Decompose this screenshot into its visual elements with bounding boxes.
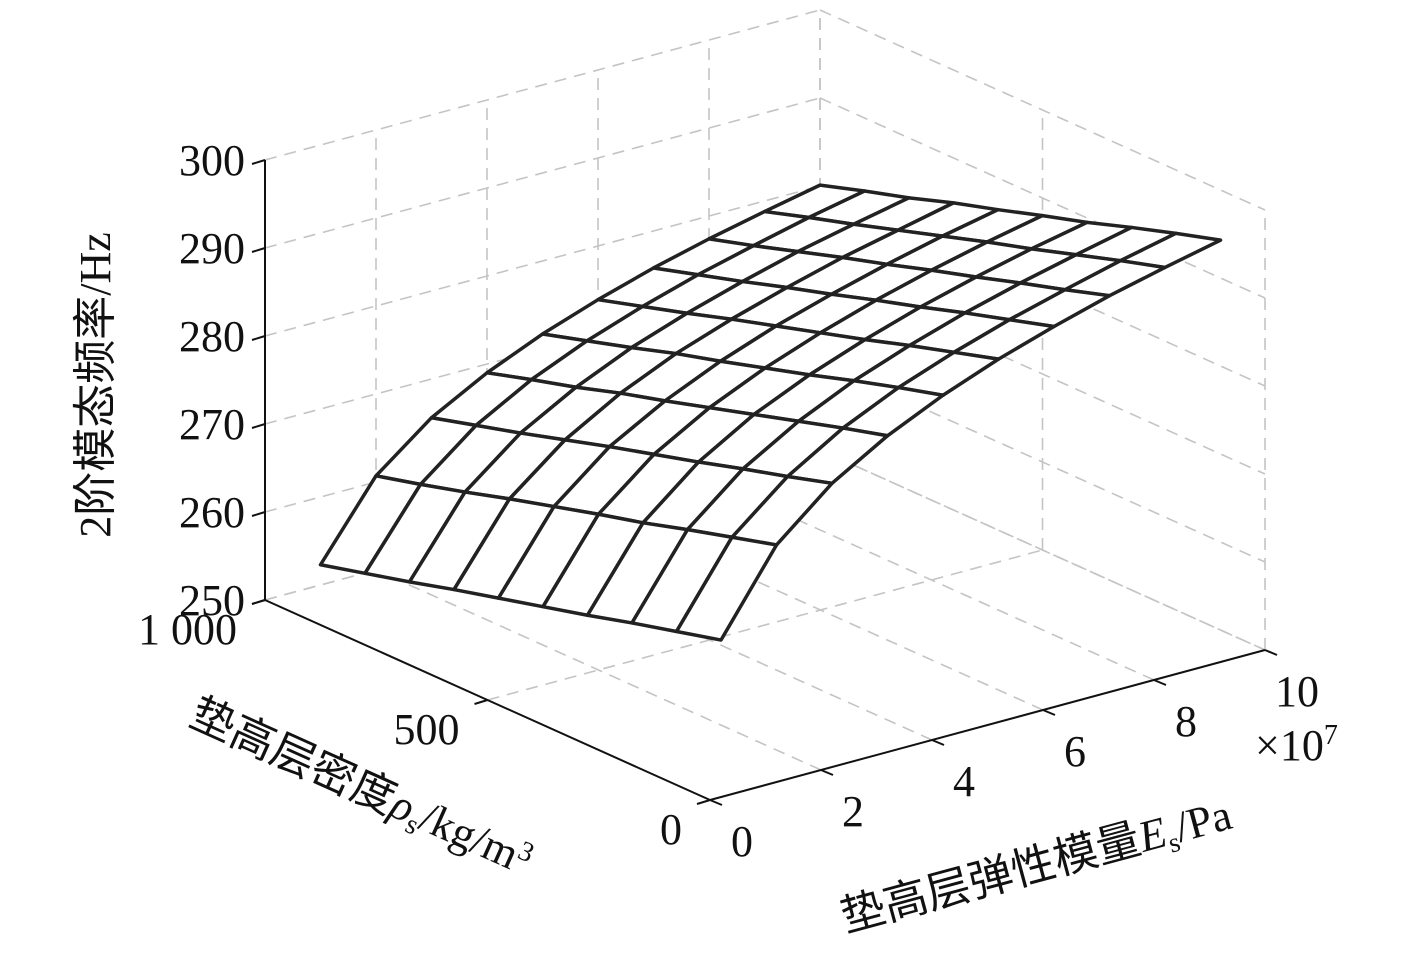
tick-mark bbox=[1153, 679, 1167, 686]
x-multiplier: ×107 bbox=[1255, 720, 1338, 770]
tick-mark bbox=[251, 423, 266, 429]
tick-mark bbox=[251, 599, 266, 605]
grid-line bbox=[487, 549, 1043, 701]
grid-line bbox=[264, 9, 821, 161]
z-tick-label: 260 bbox=[179, 488, 245, 537]
tick-mark bbox=[251, 335, 266, 341]
x-label-text: 垫高层弹性模量 bbox=[836, 814, 1146, 942]
grid-line bbox=[264, 185, 821, 337]
grid-line bbox=[264, 97, 821, 249]
tick-mark bbox=[251, 511, 266, 517]
grid-line bbox=[819, 449, 1266, 651]
x-axis-label: 垫高层弹性模量Es/Pa bbox=[836, 790, 1238, 947]
surface-cell bbox=[674, 535, 779, 642]
z-tick-label: 270 bbox=[179, 400, 245, 449]
y-label-unit: /kg/m bbox=[413, 792, 527, 879]
grid-line bbox=[819, 9, 1266, 211]
z-tick-label: 300 bbox=[179, 136, 245, 185]
y-tick-label: 1 000 bbox=[138, 605, 237, 654]
surface bbox=[318, 183, 1223, 642]
x-tick-label: 10 bbox=[1275, 667, 1319, 716]
z-tick-label: 250 bbox=[179, 576, 245, 625]
y-tick-label: 0 bbox=[660, 805, 682, 854]
tick-mark bbox=[820, 769, 834, 776]
y-tick-label: 500 bbox=[394, 705, 460, 754]
x-tick-label: 8 bbox=[1175, 697, 1197, 746]
grid-line bbox=[819, 97, 1266, 299]
x-multiplier-base: ×10 bbox=[1255, 721, 1324, 770]
grid-line bbox=[375, 569, 822, 771]
tick-mark bbox=[474, 699, 488, 705]
z-tick-label: 290 bbox=[179, 224, 245, 273]
tick-mark bbox=[251, 247, 266, 253]
y-label-text: 垫高层密度 bbox=[183, 689, 404, 824]
tick-mark bbox=[1042, 709, 1056, 716]
y-axis-label: 垫高层密度ρs/kg/m3 bbox=[181, 689, 539, 889]
tick-mark bbox=[696, 799, 711, 805]
x-multiplier-exponent: 7 bbox=[1324, 720, 1338, 751]
tick-mark bbox=[709, 799, 723, 806]
axis-line bbox=[709, 649, 1266, 801]
x-tick-label: 2 bbox=[842, 787, 864, 836]
z-axis-label: 2阶模态频率/Hz bbox=[71, 232, 120, 538]
x-tick-label: 0 bbox=[731, 817, 753, 866]
x-tick-label: 4 bbox=[953, 757, 975, 806]
z-tick-label: 280 bbox=[179, 312, 245, 361]
x-tick-label: 6 bbox=[1064, 727, 1086, 776]
tick-mark bbox=[1264, 649, 1278, 656]
tick-mark bbox=[251, 159, 266, 165]
tick-mark bbox=[931, 739, 945, 746]
x-label-unit: /Pa bbox=[1170, 790, 1237, 852]
